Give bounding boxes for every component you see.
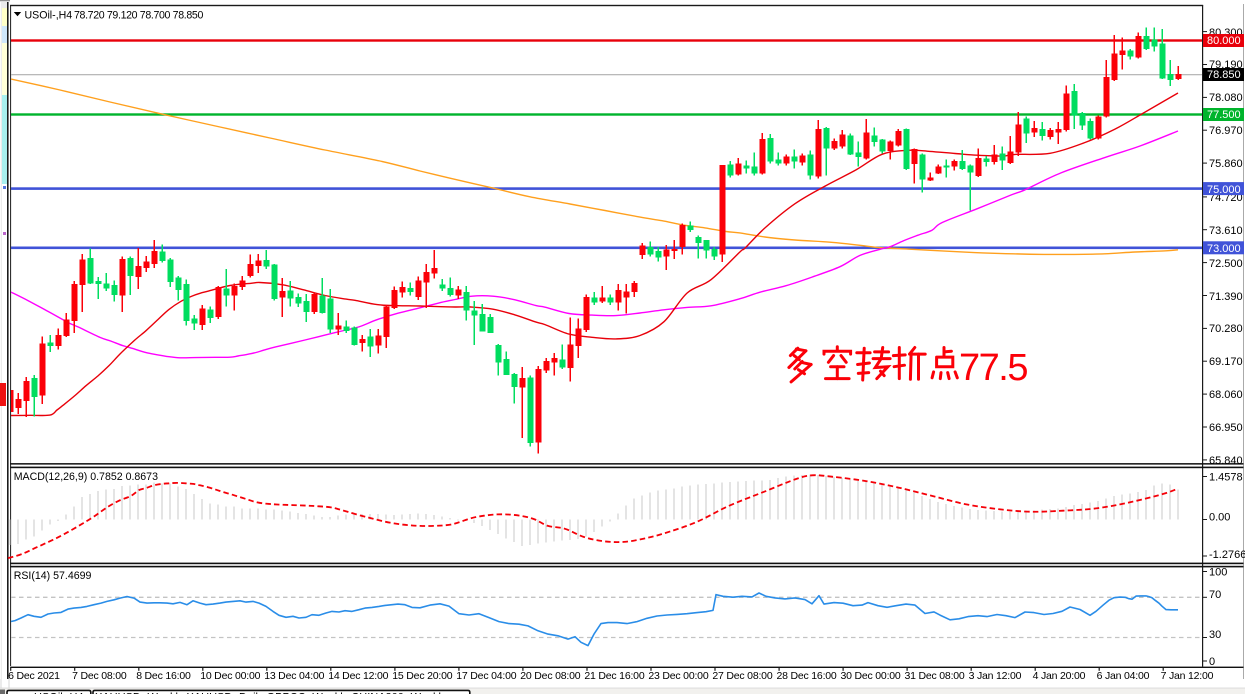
- svg-text:23 Dec 00:00: 23 Dec 00:00: [648, 670, 708, 682]
- svg-text:31 Dec 08:00: 31 Dec 08:00: [905, 670, 965, 682]
- svg-text:17 Dec 04:00: 17 Dec 04:00: [456, 670, 516, 682]
- svg-text:71.390: 71.390: [1209, 291, 1243, 303]
- svg-text:30: 30: [1209, 629, 1221, 641]
- svg-text:30 Dec 00:00: 30 Dec 00:00: [841, 670, 901, 682]
- svg-text:72.500: 72.500: [1209, 258, 1243, 270]
- svg-text:100: 100: [1209, 567, 1227, 579]
- svg-text:69.170: 69.170: [1209, 356, 1243, 368]
- svg-text:7 Jan 12:00: 7 Jan 12:00: [1161, 670, 1214, 682]
- svg-text:68.060: 68.060: [1209, 389, 1243, 401]
- svg-text:10 Dec 00:00: 10 Dec 00:00: [200, 670, 260, 682]
- svg-text:75.000: 75.000: [1207, 184, 1241, 196]
- svg-text:78.080: 78.080: [1209, 92, 1243, 104]
- svg-text:78.850: 78.850: [1207, 69, 1241, 81]
- svg-text:8 Dec 16:00: 8 Dec 16:00: [136, 670, 191, 682]
- svg-text:70: 70: [1209, 589, 1221, 601]
- svg-text:XAUUSD-,Weekly XAUUSD-,Daily G: XAUUSD-,Weekly XAUUSD-,Daily GBPCC-,Week…: [95, 692, 447, 694]
- svg-text:20 Dec 08:00: 20 Dec 08:00: [520, 670, 580, 682]
- svg-text:MACD(12,26,9) 0.7852 0.8673: MACD(12,26,9) 0.7852 0.8673: [14, 471, 158, 483]
- svg-text:USOil-,H4: USOil-,H4: [25, 10, 73, 22]
- svg-text:27 Dec 08:00: 27 Dec 08:00: [712, 670, 772, 682]
- svg-text:6 Dec 2021: 6 Dec 2021: [8, 670, 60, 682]
- svg-text:6 Jan 04:00: 6 Jan 04:00: [1097, 670, 1150, 682]
- svg-text:15 Dec 20:00: 15 Dec 20:00: [392, 670, 452, 682]
- svg-text:75.860: 75.860: [1209, 158, 1243, 170]
- svg-text:0: 0: [1209, 656, 1215, 668]
- svg-text:70.280: 70.280: [1209, 323, 1243, 335]
- svg-text:14 Dec 12:00: 14 Dec 12:00: [328, 670, 388, 682]
- svg-text:73.610: 73.610: [1209, 225, 1243, 237]
- svg-text:28 Dec 16:00: 28 Dec 16:00: [777, 670, 837, 682]
- svg-text:65.840: 65.840: [1209, 455, 1243, 467]
- svg-text:80.000: 80.000: [1207, 35, 1241, 47]
- svg-text:USOil-,H4: USOil-,H4: [34, 692, 84, 694]
- svg-text:77.500: 77.500: [1207, 109, 1241, 121]
- svg-text:7 Dec 08:00: 7 Dec 08:00: [72, 670, 127, 682]
- svg-text:4 Jan 20:00: 4 Jan 20:00: [1033, 670, 1086, 682]
- svg-text:77.5: 77.5: [959, 347, 1027, 389]
- svg-text:3 Jan 12:00: 3 Jan 12:00: [969, 670, 1022, 682]
- svg-text:1.4578: 1.4578: [1209, 471, 1243, 483]
- svg-text:13 Dec 04:00: 13 Dec 04:00: [264, 670, 324, 682]
- svg-text:66.950: 66.950: [1209, 422, 1243, 434]
- svg-text:RSI(14) 57.4699: RSI(14) 57.4699: [14, 570, 92, 582]
- svg-text:0.00: 0.00: [1209, 512, 1230, 524]
- svg-text:21 Dec 16:00: 21 Dec 16:00: [584, 670, 644, 682]
- svg-text:73.000: 73.000: [1207, 243, 1241, 255]
- svg-text:78.720 79.120 78.700 78.850: 78.720 79.120 78.700 78.850: [74, 10, 203, 22]
- svg-text:76.970: 76.970: [1209, 125, 1243, 137]
- svg-text:-1.2766: -1.2766: [1209, 549, 1245, 561]
